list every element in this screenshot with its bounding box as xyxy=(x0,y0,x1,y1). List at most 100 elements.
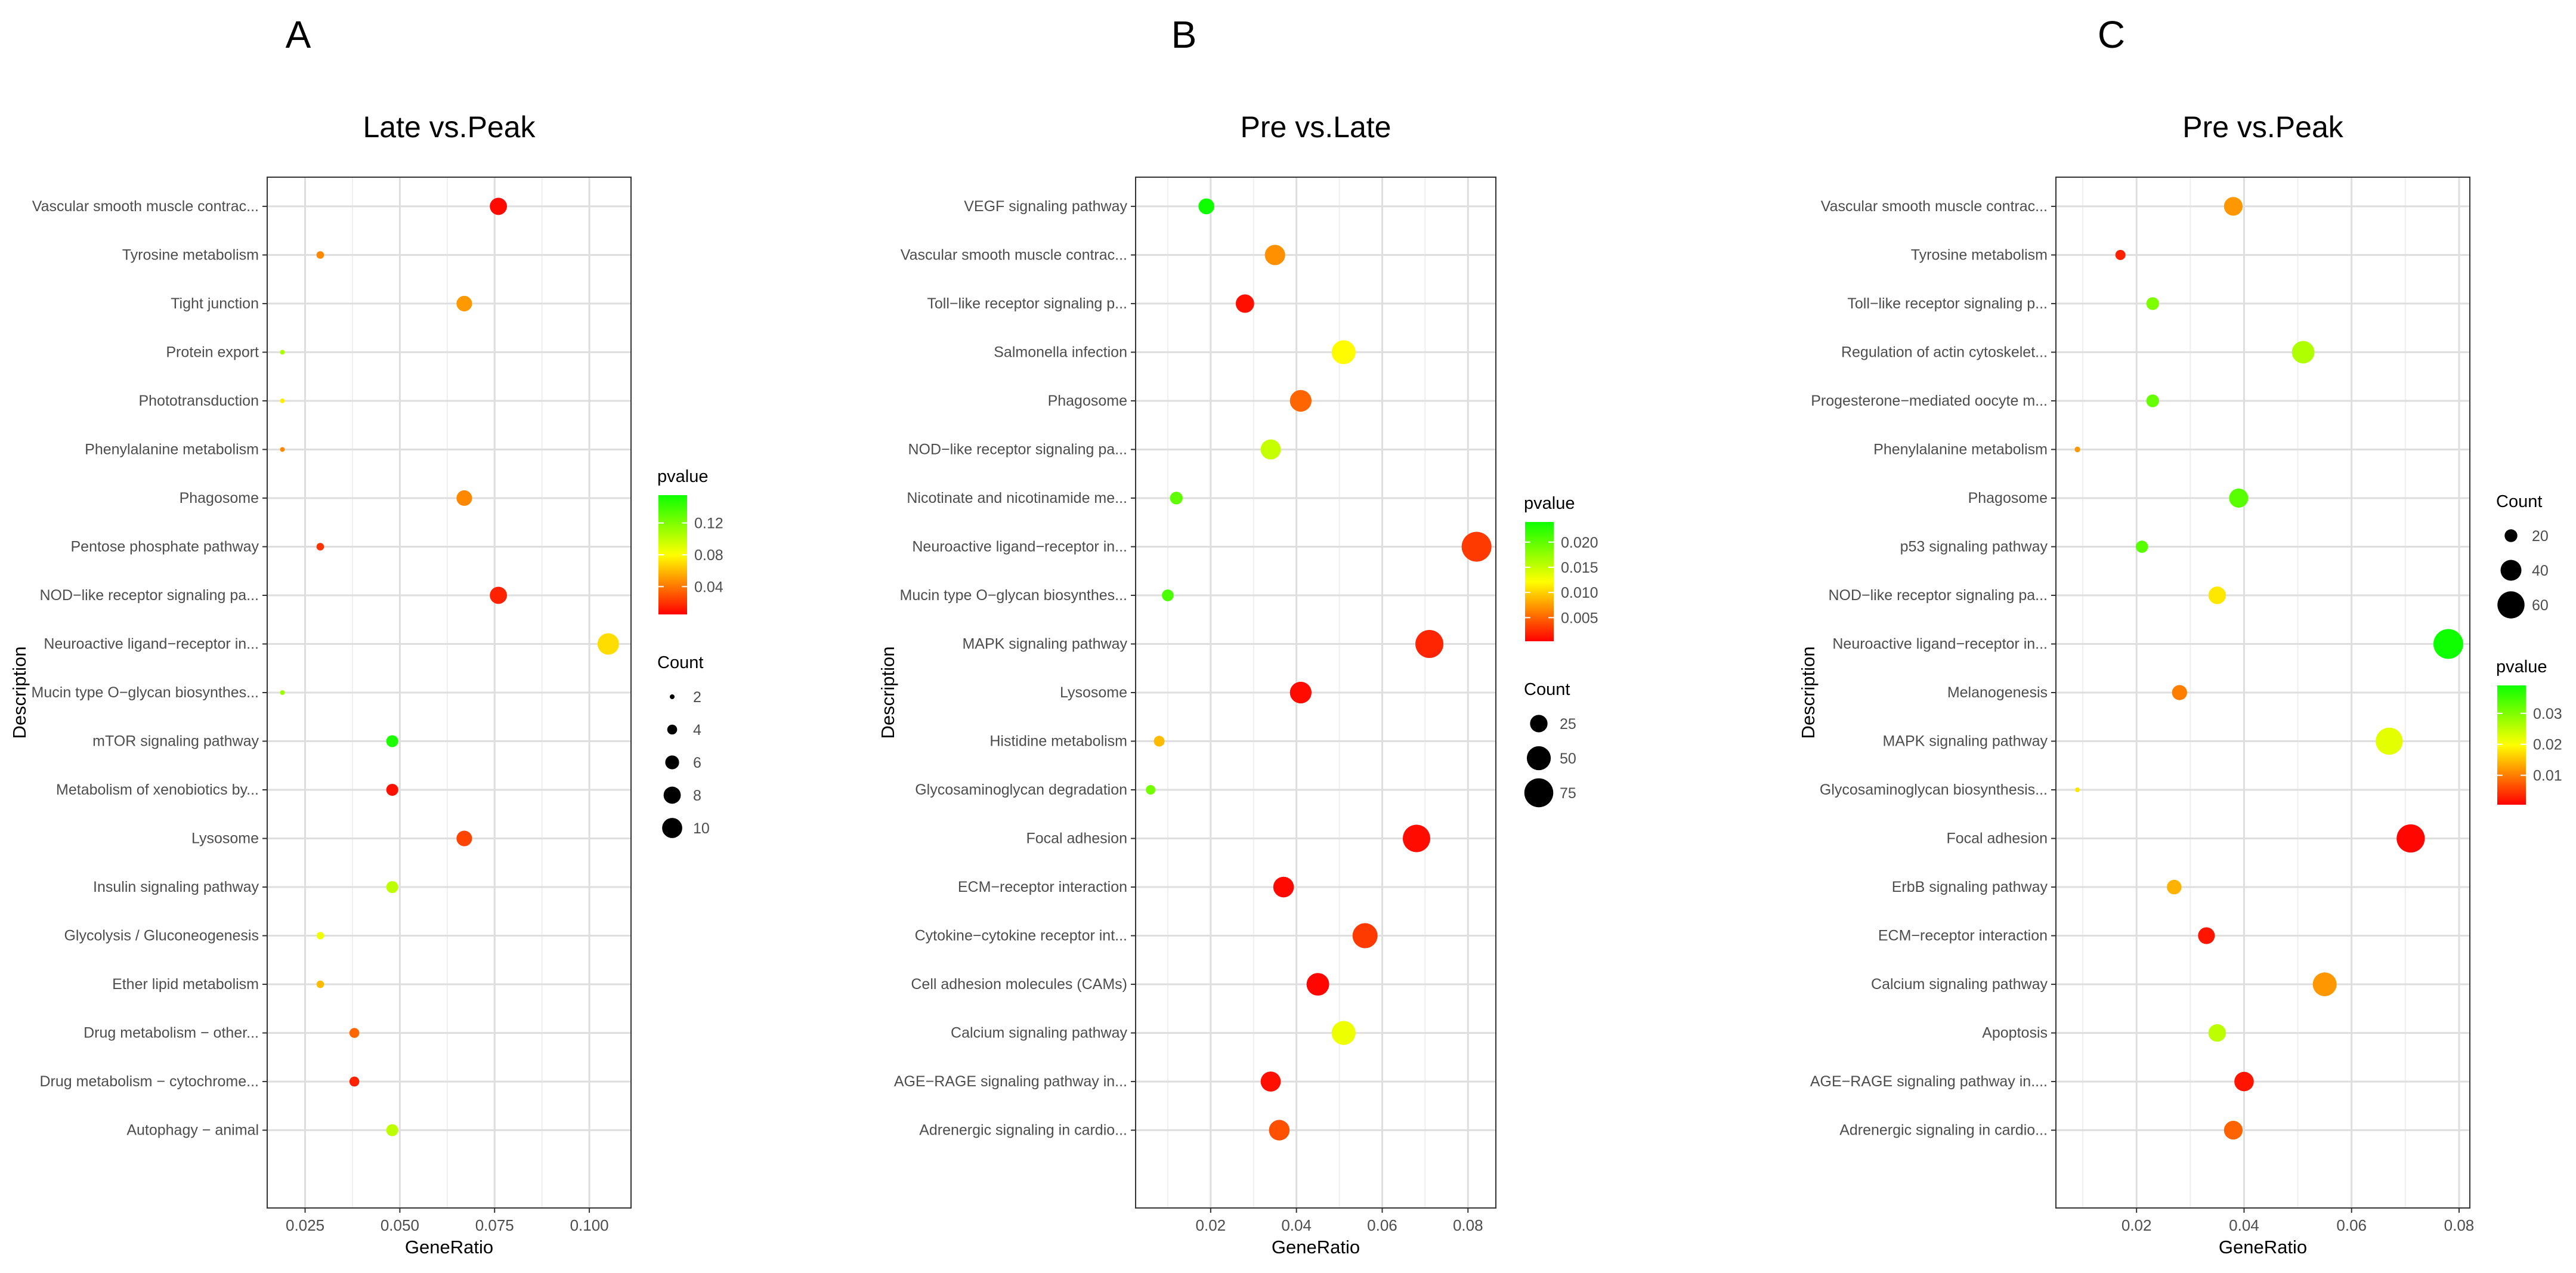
color-legend: pvalue 0.005 0.010 0.015 0.020 xyxy=(1524,494,1598,641)
y-tick-label: Phagosome xyxy=(1048,393,1127,409)
color-tick-label: 0.12 xyxy=(694,515,723,532)
size-key xyxy=(1526,746,1551,771)
data-point xyxy=(1306,973,1329,996)
y-tick-label: Cell adhesion molecules (CAMs) xyxy=(911,976,1127,993)
y-tick-label: Focal adhesion xyxy=(1946,830,2048,847)
y-tick-label: Phenylalanine metabolism xyxy=(85,441,259,458)
y-tick-label: Adrenergic signaling in cardio... xyxy=(919,1122,1127,1139)
x-tick-label: 0.075 xyxy=(475,1216,514,1234)
size-key xyxy=(2500,560,2522,581)
chart-title: Pre vs.Peak xyxy=(2182,110,2344,144)
panel-letter: C xyxy=(2098,13,2125,56)
panel-letter: A xyxy=(286,13,311,56)
data-point xyxy=(2376,727,2403,755)
size-legend-title: Count xyxy=(1524,680,1570,699)
data-point xyxy=(1461,532,1492,562)
data-point xyxy=(1273,876,1294,898)
data-point xyxy=(1235,294,1254,313)
y-tick-label: Cytokine−cytokine receptor int... xyxy=(915,928,1127,944)
y-tick-label: mTOR signaling pathway xyxy=(92,733,259,750)
y-tick-label: NOD−like receptor signaling pa... xyxy=(908,441,1127,458)
data-point xyxy=(456,295,472,311)
y-tick-label: Drug metabolism − other... xyxy=(84,1025,259,1042)
panel-letter: B xyxy=(1171,13,1197,56)
y-tick-label: Phototransduction xyxy=(138,393,259,409)
size-key-label: 8 xyxy=(693,787,701,804)
size-key-label: 25 xyxy=(1560,716,1576,733)
y-tick-label: Metabolism of xenobiotics by... xyxy=(56,781,259,798)
size-key-label: 60 xyxy=(2532,597,2549,614)
data-point xyxy=(349,1028,360,1038)
y-tick-label: NOD−like receptor signaling pa... xyxy=(39,587,259,604)
data-point xyxy=(1198,198,1214,215)
data-point xyxy=(1402,824,1430,852)
data-point xyxy=(1331,1021,1356,1045)
y-tick-label: Salmonella infection xyxy=(994,344,1127,360)
y-tick-label: AGE−RAGE signaling pathway in.... xyxy=(1810,1073,2048,1090)
y-tick-label: ErbB signaling pathway xyxy=(1892,879,2048,895)
size-legend-title: Count xyxy=(2496,492,2542,511)
color-bar xyxy=(1525,522,1554,641)
data-point xyxy=(1289,681,1312,704)
color-tick-label: 0.02 xyxy=(2533,737,2562,753)
data-point xyxy=(1260,1071,1281,1092)
x-tick-label: 0.04 xyxy=(2229,1216,2259,1234)
data-point xyxy=(316,980,324,988)
y-axis-title: Description xyxy=(1798,646,1819,739)
y-tick-label: Glycosaminoglycan degradation xyxy=(915,781,1127,798)
data-point xyxy=(1264,245,1285,265)
data-point xyxy=(280,447,285,452)
size-key-label: 20 xyxy=(2532,528,2549,545)
data-point xyxy=(280,690,285,695)
size-key-label: 2 xyxy=(693,689,701,706)
y-tick-label: Tyrosine metabolism xyxy=(122,246,259,263)
size-key-label: 75 xyxy=(1560,785,1576,802)
size-legend: Count 2 4 6 8 10 xyxy=(657,653,710,838)
y-tick-label: Autophagy − animal xyxy=(126,1122,259,1139)
x-tick-label: 0.08 xyxy=(1453,1216,1483,1234)
y-tick-label: Calcium signaling pathway xyxy=(951,1025,1127,1042)
y-tick-label: Mucin type O−glycan biosynthes... xyxy=(900,587,1127,604)
data-point xyxy=(316,251,324,259)
y-tick-label: VEGF signaling pathway xyxy=(964,198,1127,215)
y-tick-label: Vascular smooth muscle contrac... xyxy=(901,246,1127,263)
y-tick-label: Glycosaminoglycan biosynthesis... xyxy=(1820,781,2048,798)
data-point xyxy=(456,490,472,506)
y-tick-label: Nicotinate and nicotinamide me... xyxy=(907,490,1127,506)
y-tick-label: Calcium signaling pathway xyxy=(1871,976,2048,993)
y-tick-label: MAPK signaling pathway xyxy=(1882,733,2048,750)
data-point xyxy=(1260,439,1281,460)
y-tick-label: Histidine metabolism xyxy=(989,733,1127,750)
data-point xyxy=(1162,589,1174,601)
y-tick-label: Lysosome xyxy=(191,830,259,847)
y-tick-label: p53 signaling pathway xyxy=(1900,538,2048,555)
y-tick-label: Phagosome xyxy=(1968,490,2048,506)
data-point xyxy=(1146,785,1156,795)
data-point xyxy=(386,783,398,796)
y-tick-label: Phenylalanine metabolism xyxy=(1873,441,2048,458)
size-key xyxy=(662,818,682,838)
chart-title: Late vs.Peak xyxy=(363,110,536,144)
x-tick-label: 0.06 xyxy=(2336,1216,2367,1234)
data-point xyxy=(1352,923,1378,948)
y-tick-label: Tight junction xyxy=(171,295,259,312)
x-axis-title: GeneRatio xyxy=(1272,1237,1360,1257)
size-key xyxy=(663,786,681,804)
y-tick-label: Neuroactive ligand−receptor in... xyxy=(912,538,1127,555)
y-axis-title: Description xyxy=(877,646,898,739)
color-legend-title: pvalue xyxy=(2496,657,2547,676)
y-tick-label: NOD−like receptor signaling pa... xyxy=(1828,587,2048,604)
data-point xyxy=(280,350,285,355)
size-legend: Count 25 50 75 xyxy=(1524,680,1576,808)
color-tick-label: 0.03 xyxy=(2533,706,2562,722)
y-tick-label: Tyrosine metabolism xyxy=(1911,246,2048,263)
data-point xyxy=(2146,394,2159,407)
x-tick-label: 0.06 xyxy=(1367,1216,1397,1234)
data-point xyxy=(316,543,324,551)
data-point xyxy=(2135,540,2148,553)
y-tick-label: Glycolysis / Gluconeogenesis xyxy=(64,928,259,944)
color-tick-label: 0.08 xyxy=(694,547,723,564)
y-tick-label: Melanogenesis xyxy=(1947,684,2048,701)
y-tick-label: Progesterone−mediated oocyte m... xyxy=(1811,393,2048,409)
x-tick-label: 0.050 xyxy=(381,1216,419,1234)
